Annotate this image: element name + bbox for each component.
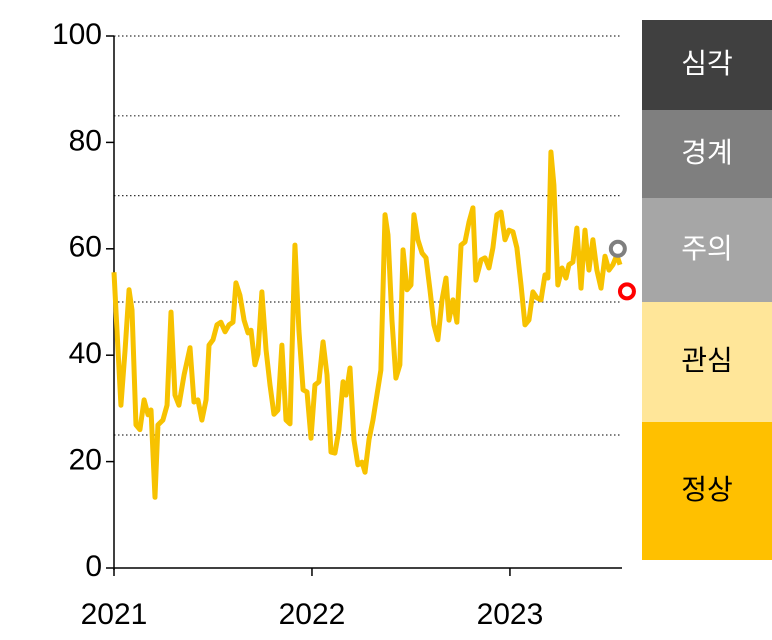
x-tick-label: 2022 — [279, 598, 346, 631]
zone-label: 경계 — [681, 136, 733, 169]
zone-box — [642, 422, 772, 560]
zone-label: 심각 — [681, 47, 733, 80]
line-series — [111, 149, 623, 500]
x-tick-label: 2023 — [477, 598, 544, 631]
y-tick-label: 100 — [52, 18, 102, 51]
x-tick-label: 2021 — [81, 598, 148, 631]
y-tick-label: 40 — [69, 337, 102, 370]
y-tick-label: 80 — [69, 124, 102, 157]
y-tick-label: 20 — [69, 444, 102, 477]
zone-label: 관심 — [681, 344, 733, 377]
zone-label: 정상 — [681, 473, 733, 506]
point-marker — [608, 239, 627, 258]
y-tick-label: 60 — [69, 231, 102, 264]
zone-box — [642, 302, 772, 422]
zone-box — [642, 110, 772, 198]
zone-box — [642, 20, 772, 110]
zone-box — [642, 198, 772, 302]
zone-label: 주의 — [681, 232, 733, 265]
y-tick-label: 0 — [85, 550, 102, 583]
point-marker — [617, 282, 636, 301]
